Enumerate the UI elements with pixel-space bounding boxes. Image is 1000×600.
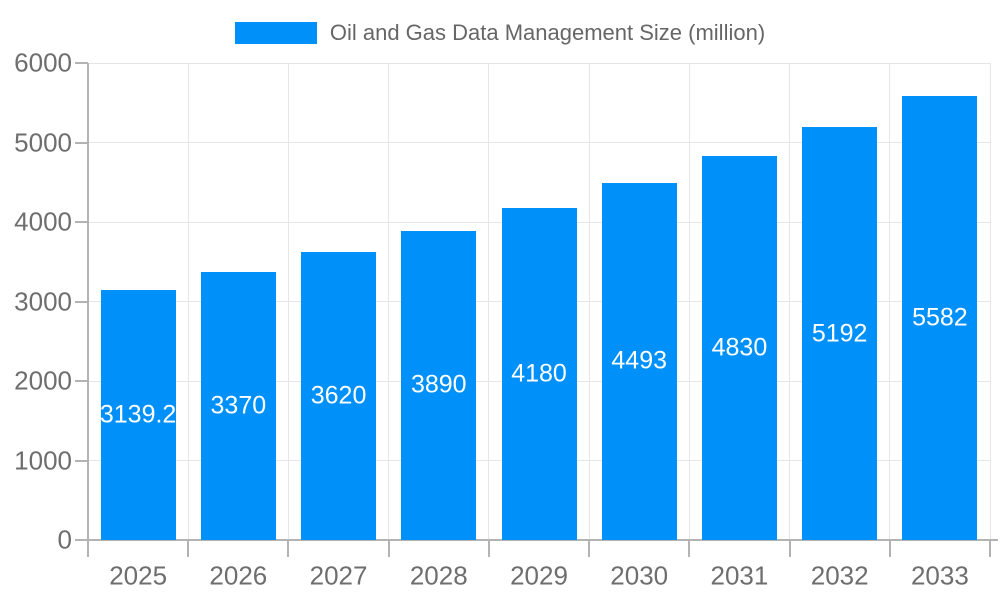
bar-2031[interactable]	[701, 156, 777, 540]
y-tick-mark	[75, 380, 88, 382]
y-tick-label: 3000	[14, 286, 72, 316]
bar-2030[interactable]	[601, 182, 677, 540]
y-tick-label: 5000	[14, 127, 72, 157]
bar-2032[interactable]	[802, 127, 878, 540]
x-tick-label: 2028	[409, 560, 468, 591]
x-tick-mark	[487, 540, 490, 557]
y-tick-label: 6000	[14, 47, 72, 78]
x-tick-label: 2031	[710, 560, 769, 591]
x-tick-mark	[187, 540, 190, 557]
gridline-v	[187, 63, 189, 540]
x-tick-mark	[788, 540, 791, 557]
gridline-v	[989, 63, 991, 540]
x-tick-label: 2026	[209, 560, 268, 591]
legend-label: Oil and Gas Data Management Size (millio…	[329, 20, 766, 45]
y-axis-line	[87, 63, 89, 557]
x-tick-mark	[387, 540, 390, 557]
x-tick-label: 2027	[309, 560, 368, 591]
x-tick-mark	[287, 540, 290, 557]
x-tick-label: 2032	[810, 560, 869, 591]
x-tick-mark	[588, 540, 591, 557]
x-tick-mark	[989, 540, 991, 557]
y-tick-label: 2000	[14, 365, 72, 396]
bar-2025[interactable]	[100, 290, 176, 540]
bar-2028[interactable]	[401, 230, 477, 540]
gridline-v	[488, 63, 490, 540]
gridline-v	[889, 63, 891, 540]
x-tick-label: 2030	[610, 560, 669, 591]
x-tick-label: 2029	[510, 560, 568, 591]
y-tick-mark	[75, 62, 88, 64]
gridline-h	[88, 142, 990, 143]
bar-2026[interactable]	[200, 272, 276, 540]
y-tick-label: 0	[57, 524, 72, 555]
bar-2027[interactable]	[301, 252, 377, 540]
y-tick-label: 4000	[14, 206, 72, 237]
legend-swatch-icon	[234, 22, 317, 44]
y-tick-mark	[75, 459, 88, 462]
x-tick-mark	[688, 540, 691, 557]
gridline-v	[588, 63, 590, 540]
y-tick-label: 1000	[14, 445, 72, 475]
x-tick-label: 2025	[109, 560, 168, 591]
gridline-v	[388, 63, 390, 540]
gridline-v	[789, 63, 791, 540]
x-tick-mark	[888, 540, 891, 557]
y-tick-mark	[75, 221, 88, 223]
y-tick-mark	[75, 300, 88, 303]
x-tick-label: 2033	[910, 560, 969, 591]
gridline-h	[88, 62, 990, 64]
bar-2029[interactable]	[501, 207, 577, 540]
x-axis-line	[75, 539, 998, 541]
gridline-v	[688, 63, 690, 540]
gridline-v	[287, 63, 289, 540]
chart-legend[interactable]: Oil and Gas Data Management Size (millio…	[0, 20, 1000, 46]
y-tick-mark	[75, 141, 88, 144]
bar-2033[interactable]	[902, 96, 978, 540]
